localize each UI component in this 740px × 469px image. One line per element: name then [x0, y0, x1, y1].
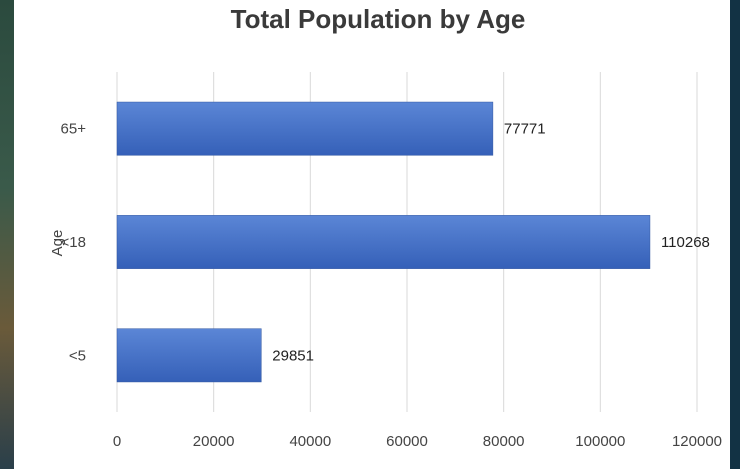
category-label: <18	[61, 234, 86, 251]
bar	[116, 328, 262, 383]
category-label: <5	[69, 347, 86, 364]
background-frame-right	[730, 0, 740, 469]
data-label: 29851	[272, 347, 314, 364]
x-tick-label: 100000	[575, 433, 625, 450]
data-label: 77771	[504, 121, 546, 138]
bar-chart: Total Population by Age Age 0 20000 40000 6…	[49, 4, 722, 450]
background-frame-left	[0, 0, 14, 469]
bar	[116, 101, 494, 156]
x-tick-label: 0	[113, 433, 121, 450]
x-tick-label: 120000	[672, 433, 722, 450]
x-tick-label: 20000	[193, 433, 235, 450]
chart-title: Total Population by Age	[231, 4, 526, 34]
x-tick-label: 80000	[483, 433, 525, 450]
bars	[116, 101, 651, 383]
x-tick-label: 40000	[289, 433, 331, 450]
data-label: 110268	[661, 234, 710, 251]
x-tick-label: 60000	[386, 433, 428, 450]
chart-panel: Total Population by Age Age 0 20000 40000 6…	[14, 0, 730, 469]
labels: 0 20000 40000 60000 80000 100000 120000 65+ 7777…	[61, 121, 722, 450]
y-axis-title: Age	[49, 230, 66, 257]
category-label: 65+	[61, 121, 87, 138]
bar	[116, 215, 651, 269]
